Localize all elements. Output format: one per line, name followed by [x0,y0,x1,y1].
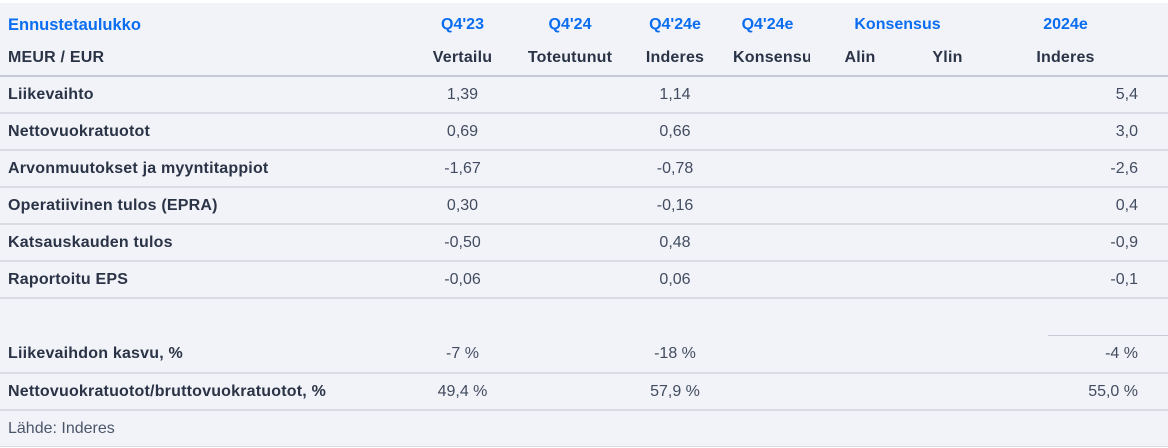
value-cell [725,76,810,114]
value-cell [515,224,625,262]
partial-divider [1048,335,1168,336]
column-header: Toteutunut [515,41,625,77]
table-title: Ennustetaulukko [8,15,141,34]
value-cell: 1,39 [410,76,515,114]
forecast-table-container: Ennustetaulukko Q4'23 Q4'24 Q4'24e Q4'24… [0,3,1168,447]
column-group-header: Konsensus [854,16,941,33]
value-cell [515,336,625,374]
column-header: Alin [810,41,910,77]
forecast-table: Ennustetaulukko Q4'23 Q4'24 Q4'24e Q4'24… [0,3,1168,447]
column-group-header: 2024e [1043,16,1088,33]
value-cell [725,150,810,188]
row-label: Raportoitu EPS [0,261,410,299]
value-cell [810,150,910,188]
table-row: Liikevaihdon kasvu, % -7 % -18 % -4 % [0,336,1168,374]
value-cell [725,336,810,374]
value-cell [810,113,910,151]
column-header: Konsensus [725,41,810,77]
value-cell: 0,06 [625,261,725,299]
value-cell [810,224,910,262]
value-cell: -1,67 [410,150,515,188]
value-cell: 5,4 [985,76,1168,114]
column-group-header: Q4'24e [741,16,794,33]
value-cell: -7 % [410,336,515,374]
column-header: Inderes [625,41,725,77]
table-row: Katsauskauden tulos -0,50 0,48 -0,9 [0,224,1168,262]
value-cell: -0,1 [985,261,1168,299]
row-label: Arvonmuutokset ja myyntitappiot [0,150,410,188]
value-cell: 55,0 % [985,373,1168,411]
value-cell [515,150,625,188]
value-cell [725,113,810,151]
header-column-row: MEUR / EUR Vertailu Toteutunut Inderes K… [0,41,1168,77]
value-cell [910,336,985,374]
value-cell: 1,14 [625,76,725,114]
value-cell: -0,06 [410,261,515,299]
value-cell [725,187,810,225]
value-cell: 0,48 [625,224,725,262]
source-row: Lähde: Inderes [0,410,1168,447]
row-label: Nettovuokratuotot/bruttovuokratuotot, % [0,373,410,411]
value-cell: -0,16 [625,187,725,225]
value-cell [910,113,985,151]
value-cell [810,76,910,114]
value-cell [515,261,625,299]
value-cell: 0,66 [625,113,725,151]
value-cell [910,76,985,114]
table-row: Operatiivinen tulos (EPRA) 0,30 -0,16 0,… [0,187,1168,225]
value-cell [810,373,910,411]
value-cell: 0,30 [410,187,515,225]
value-cell [515,373,625,411]
row-label: Operatiivinen tulos (EPRA) [0,187,410,225]
row-label: Katsauskauden tulos [0,224,410,262]
value-cell [725,373,810,411]
table-row: Nettovuokratuotot/bruttovuokratuotot, % … [0,373,1168,411]
value-cell: 0,4 [985,187,1168,225]
value-cell [515,113,625,151]
row-label: Liikevaihdon kasvu, % [0,336,410,374]
value-cell: 49,4 % [410,373,515,411]
value-cell: -0,9 [985,224,1168,262]
value-cell [515,187,625,225]
value-cell: -4 % [985,336,1168,374]
row-label: Liikevaihto [0,76,410,114]
table-row: Raportoitu EPS -0,06 0,06 -0,1 [0,261,1168,299]
column-group-header: Q4'23 [441,16,484,33]
value-cell: -0,78 [625,150,725,188]
value-cell [725,224,810,262]
column-header: Inderes [985,41,1168,77]
value-cell [810,261,910,299]
source-note: Lähde: Inderes [8,420,115,437]
value-cell: -18 % [625,336,725,374]
row-label-header: MEUR / EUR [0,41,410,77]
spacer-row [0,298,1168,336]
value-cell [910,150,985,188]
value-cell: 57,9 % [625,373,725,411]
value-cell [910,224,985,262]
value-cell: 3,0 [985,113,1168,151]
header-group-row: Ennustetaulukko Q4'23 Q4'24 Q4'24e Q4'24… [0,3,1168,41]
table-row: Nettovuokratuotot 0,69 0,66 3,0 [0,113,1168,151]
value-cell [810,187,910,225]
value-cell: 0,69 [410,113,515,151]
column-header: Vertailu [410,41,515,77]
row-label: Nettovuokratuotot [0,113,410,151]
value-cell [515,76,625,114]
value-cell [810,336,910,374]
value-cell [910,373,985,411]
value-cell [725,261,810,299]
value-cell [910,187,985,225]
column-header: Ylin [910,41,985,77]
value-cell [910,261,985,299]
value-cell: -2,6 [985,150,1168,188]
column-group-header: Q4'24 [548,16,592,33]
value-cell: -0,50 [410,224,515,262]
column-group-header: Q4'24e [649,16,701,33]
table-row: Arvonmuutokset ja myyntitappiot -1,67 -0… [0,150,1168,188]
table-row: Liikevaihto 1,39 1,14 5,4 [0,76,1168,114]
